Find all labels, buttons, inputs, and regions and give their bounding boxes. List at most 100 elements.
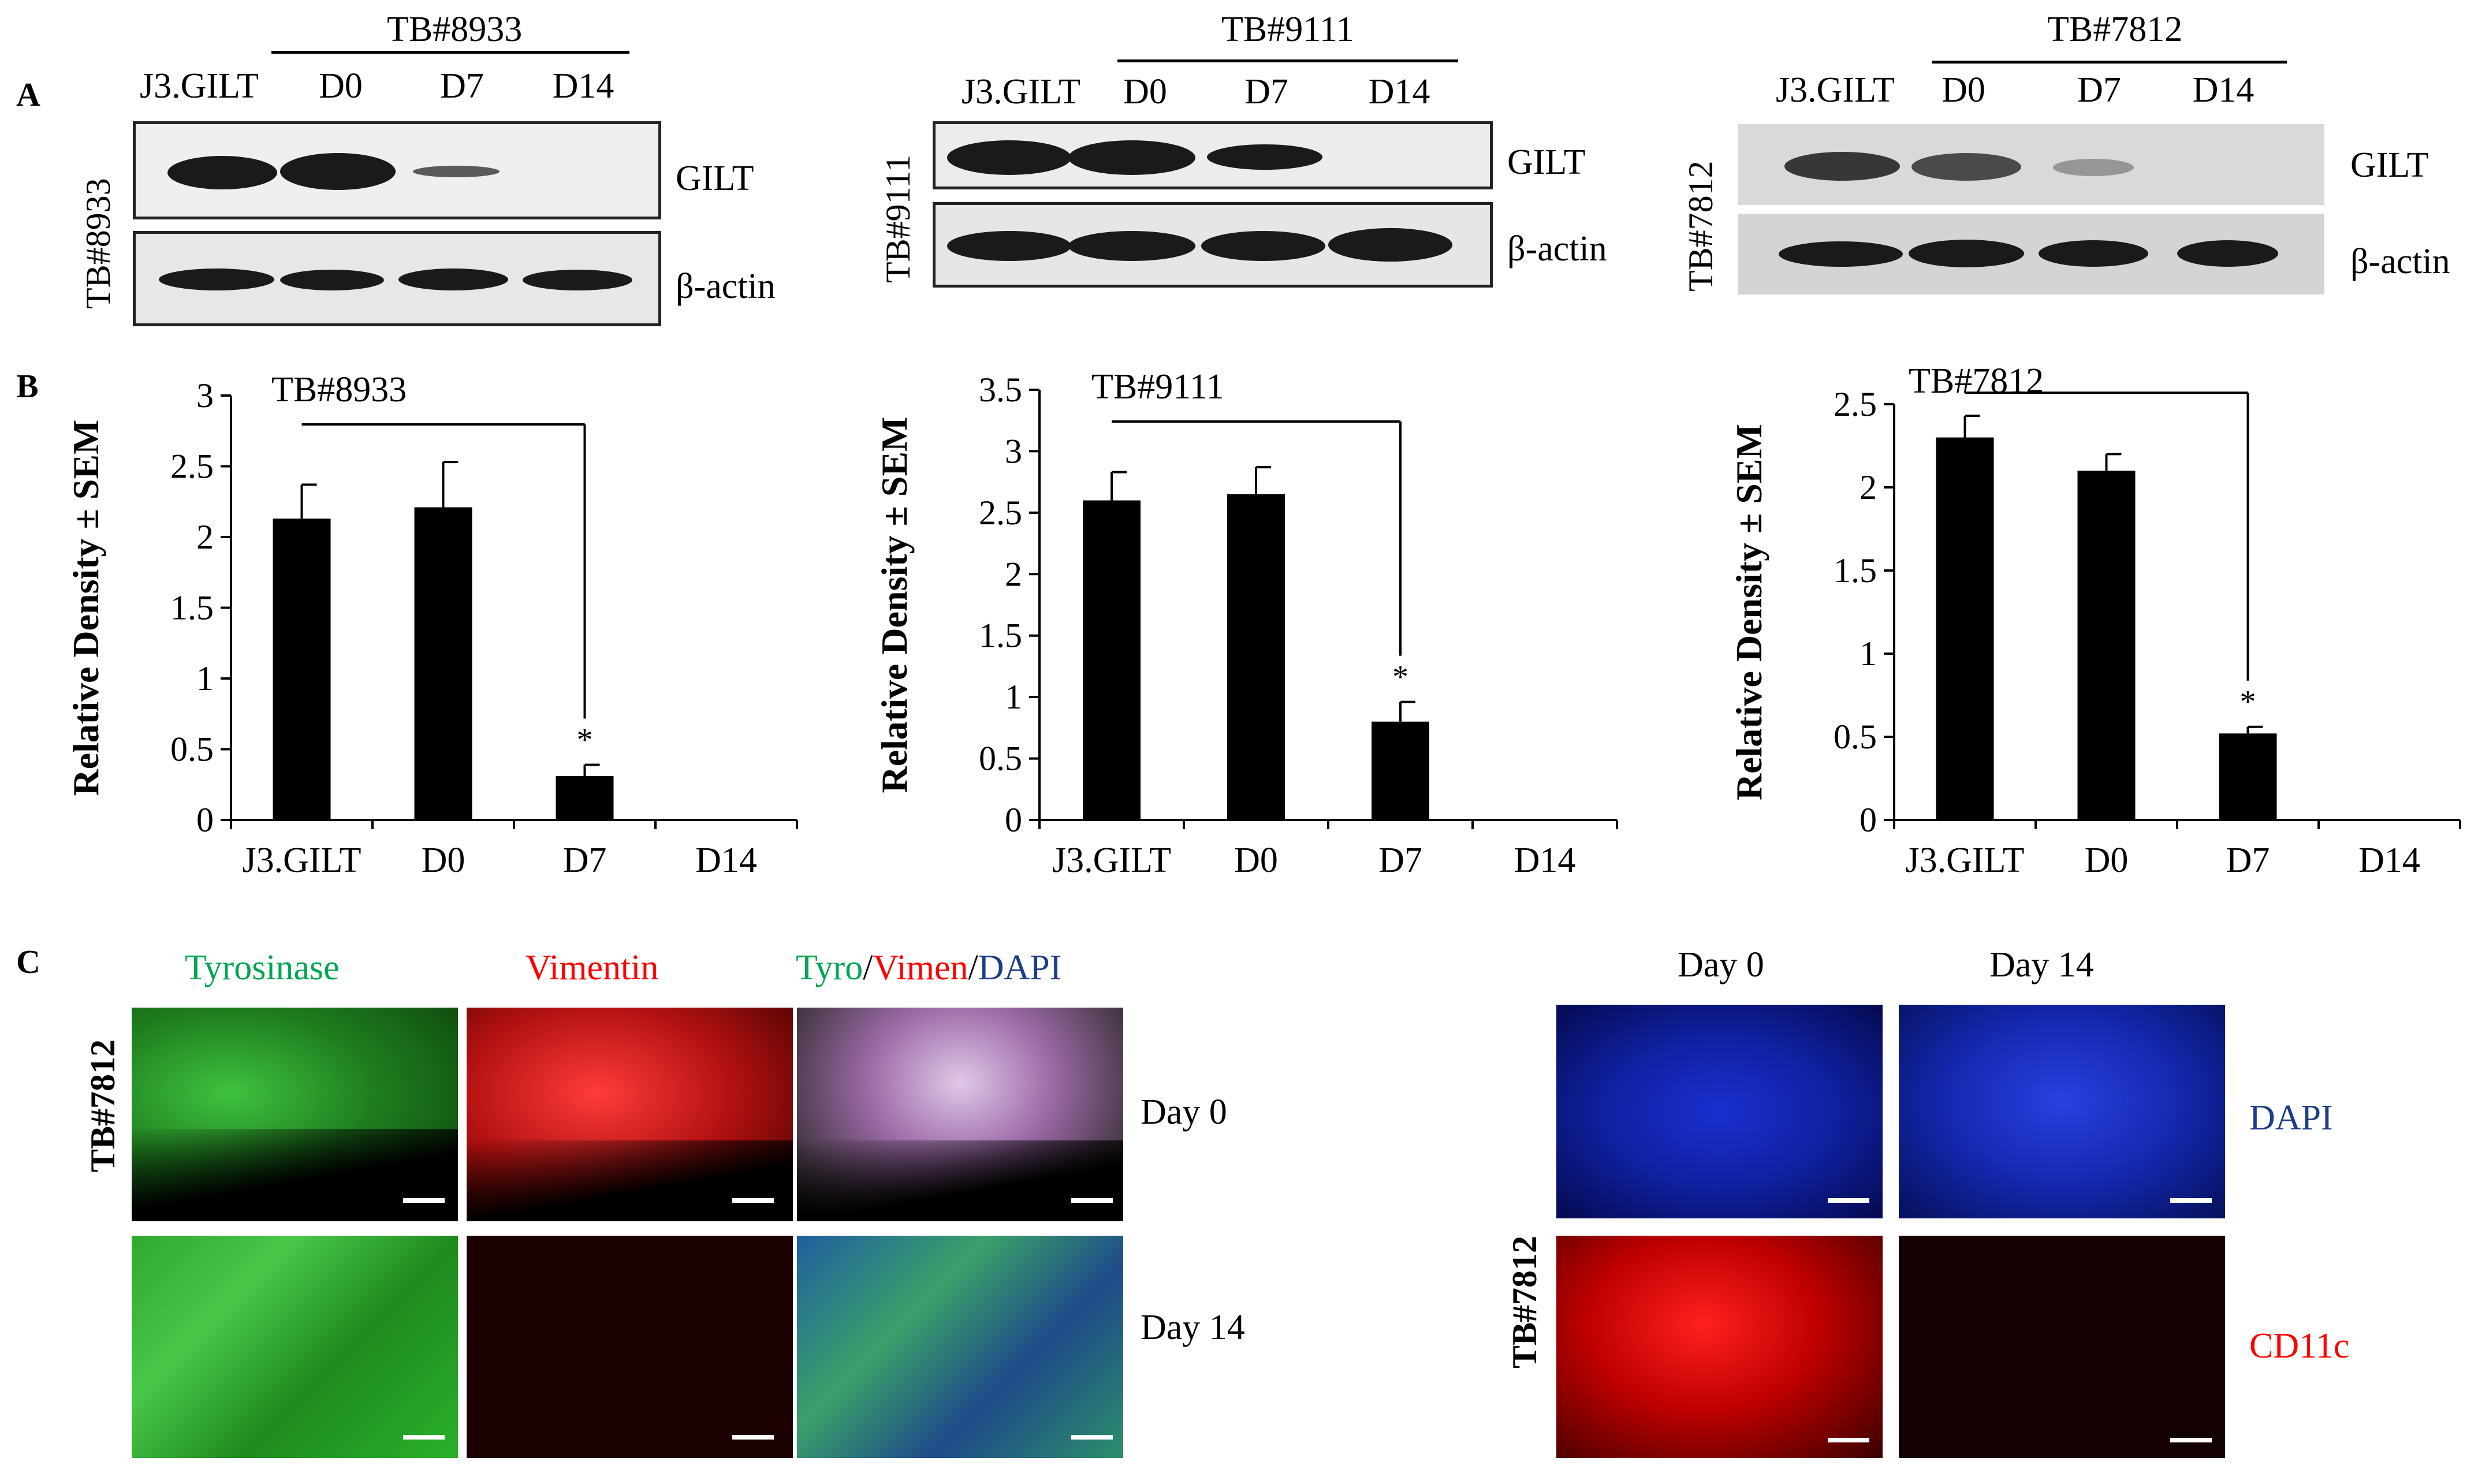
lane-label: D14 (1368, 72, 1430, 111)
y-tick-label: 1 (1860, 635, 1877, 673)
significance-marker: * (577, 722, 593, 758)
protein-label: GILT (2350, 146, 2429, 185)
gilt-blot-strip (1738, 124, 2324, 205)
y-tick-label: 2.5 (979, 494, 1022, 532)
actin-blot-strip (133, 231, 661, 326)
y-tick-label: 3.5 (979, 371, 1022, 409)
row-label-dapi: DAPI (2249, 1098, 2333, 1138)
protein-label: β-actin (676, 267, 776, 306)
scale-bar (403, 1198, 445, 1203)
significance-marker: * (2240, 684, 2256, 720)
bar (414, 507, 472, 820)
panel-letter-c: C (16, 943, 40, 980)
lane-label: J3.GILT (961, 72, 1081, 111)
micrograph-dapi-day0 (1556, 1005, 1883, 1218)
bar (2077, 471, 2136, 820)
y-tick-label: 0 (1005, 801, 1022, 839)
protein-label: GILT (1507, 143, 1586, 182)
bar (2219, 733, 2277, 820)
y-tick-label: 3 (1005, 432, 1022, 470)
merge-label-vimen: Vimen (873, 948, 968, 987)
scale-bar (2170, 1438, 2212, 1442)
micrograph-vimentin-day14 (467, 1236, 793, 1458)
y-tick-label: 0 (1860, 801, 1877, 839)
merge-label-separator: / (863, 948, 873, 987)
lane-label: D7 (1244, 72, 1288, 111)
y-tick-label: 0.5 (1834, 718, 1877, 756)
sample-header-line (1932, 61, 2287, 64)
bar-chart-tb8933: 0 0.5 1 1.5 2 2.5 3 J3.GILT D0 D7 D14 * TB#8933 Relat… (65, 370, 798, 880)
y-tick-label: 2 (196, 518, 214, 556)
y-tick-label: 1 (196, 659, 214, 698)
category-label: D7 (563, 841, 607, 880)
protein-label: GILT (676, 159, 754, 198)
scale-bar (732, 1198, 774, 1203)
lane-label: D14 (2192, 70, 2255, 110)
y-tick-label: 2.5 (1834, 385, 1877, 423)
scale-bar (403, 1435, 445, 1440)
blot-sample-header: TB#9111 (1221, 10, 1354, 49)
y-tick-label: 0.5 (170, 730, 214, 769)
y-axis-label: Relative Density ± SEM (874, 417, 915, 793)
y-axis-label: Relative Density ± SEM (1728, 424, 1769, 800)
column-label-tyrosinase: Tyrosinase (185, 948, 340, 987)
lane-label: J3.GILT (139, 66, 259, 106)
category-label: J3.GILT (242, 841, 361, 880)
scale-bar (1828, 1438, 1869, 1442)
micrograph-vimentin-day0 (467, 1008, 793, 1221)
lane-label: D0 (1942, 70, 1985, 110)
scale-bar (1828, 1198, 1869, 1203)
row-label-cd11c: CD11c (2249, 1326, 2350, 1366)
row-label-day0: Day 0 (1141, 1093, 1227, 1132)
scale-bar (1071, 1435, 1113, 1440)
column-label-day14: Day 14 (1989, 945, 2094, 985)
scale-bar (1071, 1198, 1113, 1203)
lane-label: D7 (440, 66, 484, 106)
chart-title: TB#8933 (271, 370, 407, 409)
merge-label-dapi: DAPI (978, 948, 1062, 987)
micrograph-dapi-day14 (1899, 1005, 2225, 1218)
category-label: D7 (1378, 841, 1422, 880)
micrograph-tyrosinase-day0 (132, 1008, 458, 1221)
protein-label: β-actin (2350, 242, 2450, 281)
category-label: D0 (422, 841, 465, 880)
category-label: D14 (695, 841, 757, 880)
chart-title: TB#7812 (1909, 361, 2044, 401)
y-tick-label: 2 (1860, 468, 1877, 506)
y-tick-label: 1.5 (170, 589, 214, 627)
bar (1227, 494, 1285, 820)
sample-header-line (1117, 59, 1458, 62)
category-label: D0 (1234, 841, 1278, 880)
category-label: D7 (2226, 841, 2270, 880)
significance-marker: * (1392, 659, 1408, 695)
micrograph-tyrosinase-day14 (132, 1236, 458, 1458)
gilt-blot-strip (133, 121, 661, 219)
merge-label-separator: / (968, 948, 978, 987)
bar (556, 776, 614, 820)
y-tick-label: 0.5 (979, 740, 1022, 778)
bar (1083, 500, 1141, 820)
category-label: D14 (2358, 841, 2420, 880)
y-tick-label: 1 (1005, 678, 1022, 716)
actin-blot-strip (933, 202, 1493, 288)
bar-chart-tb7812: 0 0.5 1 1.5 2 2.5 J3.GILT D0 D7 D14 * TB#7812 Relati… (1728, 361, 2461, 880)
panel-letter-b: B (16, 367, 39, 405)
bar (273, 519, 331, 820)
y-tick-label: 2.5 (170, 448, 214, 486)
scale-bar (732, 1435, 774, 1440)
category-label: D14 (1514, 841, 1576, 880)
sample-header-line (271, 51, 629, 54)
y-tick-label: 2 (1005, 555, 1022, 593)
micrograph-sample-label: TB#7812 (1506, 1235, 1544, 1369)
scale-bar (2170, 1198, 2212, 1203)
actin-blot-strip (1738, 214, 2324, 294)
blot-sample-side-label: TB#8933 (79, 178, 117, 309)
blot-sample-header: TB#8933 (387, 10, 523, 49)
micrograph-merge-day0 (797, 1008, 1123, 1221)
category-label: J3.GILT (1905, 841, 2024, 880)
lane-label: D0 (1123, 72, 1167, 111)
category-label: J3.GILT (1052, 841, 1171, 880)
y-tick-label: 0 (196, 801, 214, 839)
category-label: D0 (2085, 841, 2129, 880)
row-label-day14: Day 14 (1141, 1308, 1245, 1347)
